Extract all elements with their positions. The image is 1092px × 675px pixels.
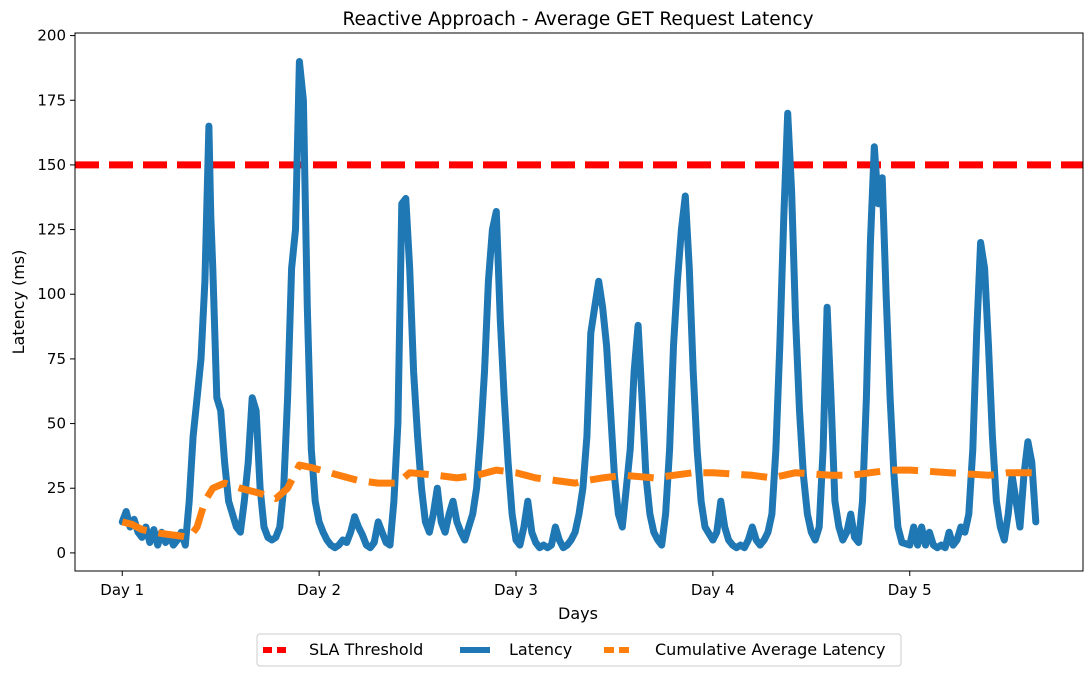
- y-tick-label: 75: [47, 350, 66, 368]
- y-axis-label: Latency (ms): [9, 250, 28, 355]
- x-axis: Day 1 Day 2 Day 3 Day 4 Day 5: [100, 571, 932, 599]
- x-tick-label: Day 5: [888, 581, 932, 599]
- x-tick-label: Day 3: [494, 581, 538, 599]
- x-tick-label: Day 2: [297, 581, 341, 599]
- cumulative-average-series-line: [121, 461, 1036, 541]
- y-tick-label: 150: [37, 156, 66, 174]
- plot-frame: [74, 32, 1084, 572]
- legend-label-sla-threshold: SLA Threshold: [309, 640, 423, 659]
- y-tick-label: 200: [37, 27, 66, 45]
- y-tick-label: 175: [37, 91, 66, 109]
- y-tick-label: 125: [37, 221, 66, 239]
- y-axis: 0 25 50 75 100 125 150 175 200: [37, 27, 75, 562]
- legend-label-cumulative-average: Cumulative Average Latency: [655, 640, 885, 659]
- legend-box: [256, 633, 902, 667]
- x-tick-label: Day 4: [691, 581, 735, 599]
- legend: SLA Threshold Latency Cumulative Average…: [256, 633, 902, 667]
- plot-area: [75, 58, 1083, 552]
- chart-title: Reactive Approach - Average GET Request …: [342, 9, 813, 30]
- x-tick-label: Day 1: [100, 581, 144, 599]
- legend-label-latency: Latency: [509, 640, 572, 659]
- y-tick-label: 100: [37, 285, 66, 303]
- y-tick-label: 50: [47, 415, 66, 433]
- y-tick-label: 25: [47, 479, 66, 497]
- x-axis-label: Days: [558, 604, 598, 623]
- latency-series-line: [118, 58, 1040, 552]
- y-tick-label: 0: [56, 544, 66, 562]
